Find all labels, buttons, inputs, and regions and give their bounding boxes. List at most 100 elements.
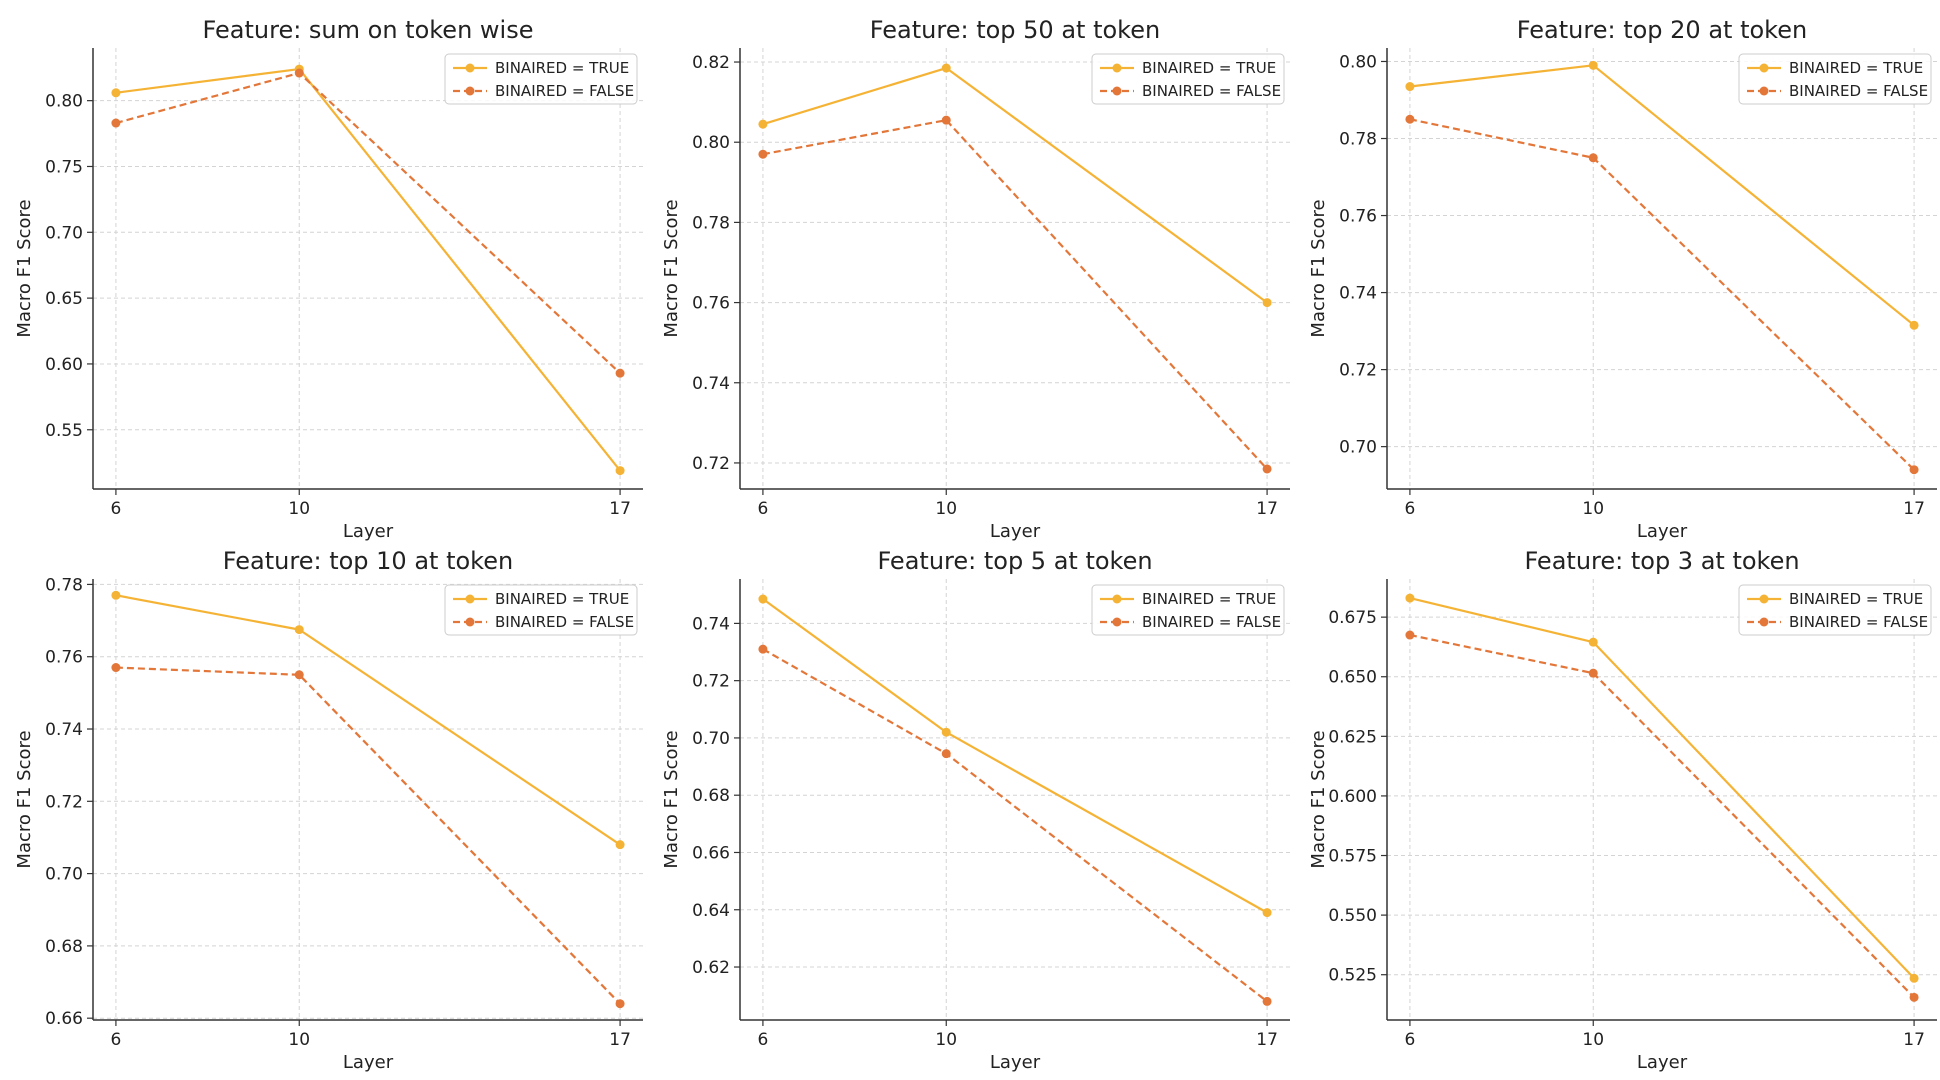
chart-panel: 0.66 0.68 0.70 0.72 0.74 0.76 0.78 6 10 17 Feature… <box>14 547 643 1073</box>
y-tick-label: 0.78 <box>1339 130 1377 150</box>
data-point <box>111 590 121 600</box>
y-tick-label: 0.675 <box>1328 608 1377 628</box>
chart-title: Feature: top 5 at token <box>877 547 1152 575</box>
y-tick-label: 0.82 <box>692 53 730 73</box>
y-tick-label: 0.72 <box>45 792 83 812</box>
data-point <box>941 115 951 125</box>
data-point <box>615 999 625 1009</box>
y-tick-label: 0.68 <box>45 937 83 957</box>
legend-label: BINAIRED = TRUE <box>1789 59 1923 77</box>
y-tick-label: 0.60 <box>45 355 83 375</box>
y-tick-label: 0.80 <box>692 133 730 153</box>
y-tick-label: 0.80 <box>1339 52 1377 72</box>
legend-box <box>444 584 638 636</box>
legend-swatch-marker <box>1112 63 1122 73</box>
y-tick-label: 0.75 <box>45 157 83 177</box>
y-tick-label: 0.74 <box>45 720 83 740</box>
y-tick-label: 0.72 <box>1339 361 1377 381</box>
data-point <box>1405 114 1415 124</box>
legend-label: BINAIRED = FALSE <box>1142 82 1281 100</box>
y-tick-label: 0.76 <box>45 648 83 668</box>
x-tick-label: 17 <box>609 499 631 519</box>
y-tick-label: 0.550 <box>1328 906 1377 926</box>
legend-box <box>1091 584 1285 636</box>
y-tick-label: 0.68 <box>692 786 730 806</box>
chart-title: Feature: top 10 at token <box>223 547 513 575</box>
data-point <box>294 670 304 680</box>
legend-label: BINAIRED = FALSE <box>1142 613 1281 631</box>
x-axis-label: Layer <box>343 1052 394 1073</box>
x-tick-label: 17 <box>1256 499 1278 519</box>
x-tick-label: 6 <box>111 1030 122 1050</box>
x-axis-label: Layer <box>1637 1052 1688 1073</box>
data-point <box>1588 153 1598 163</box>
data-point <box>1262 464 1272 474</box>
legend-label: BINAIRED = FALSE <box>1789 613 1928 631</box>
series-line <box>762 598 1268 914</box>
data-point <box>758 594 768 604</box>
data-point <box>1405 82 1415 92</box>
x-tick-label: 6 <box>1405 1030 1416 1050</box>
legend-box <box>1091 53 1285 105</box>
y-tick-label: 0.80 <box>45 92 83 112</box>
y-axis-label: Macro F1 Score <box>1308 730 1329 868</box>
chart-panel: 0.525 0.550 0.575 0.600 0.625 0.650 0.675 6 10 17… <box>1308 547 1937 1073</box>
data-point <box>1909 992 1919 1002</box>
legend-swatch-marker <box>465 86 475 96</box>
y-axis-label: Macro F1 Score <box>661 199 682 337</box>
legend: BINAIRED = TRUE BINAIRED = FALSE <box>1091 584 1285 636</box>
data-point <box>1262 298 1272 308</box>
series-line <box>1409 597 1915 980</box>
data-point <box>111 663 121 673</box>
x-tick-label: 17 <box>1903 1030 1925 1050</box>
legend: BINAIRED = TRUE BINAIRED = FALSE <box>444 584 638 636</box>
data-point <box>294 625 304 635</box>
data-point <box>758 119 768 129</box>
data-point <box>941 63 951 73</box>
y-axis-label: Macro F1 Score <box>661 730 682 868</box>
y-tick-label: 0.74 <box>692 614 730 634</box>
y-tick-label: 0.70 <box>692 729 730 749</box>
legend-label: BINAIRED = FALSE <box>1789 82 1928 100</box>
series-line <box>115 666 621 1005</box>
x-tick-label: 6 <box>1405 499 1416 519</box>
legend-swatch-marker <box>1759 86 1769 96</box>
x-tick-label: 10 <box>935 499 957 519</box>
legend-label: BINAIRED = TRUE <box>1142 59 1276 77</box>
chart-title: Feature: sum on token wise <box>203 16 534 44</box>
chart-title: Feature: top 3 at token <box>1524 547 1799 575</box>
legend-swatch-marker <box>465 617 475 627</box>
data-point <box>111 88 121 98</box>
x-tick-label: 17 <box>609 1030 631 1050</box>
y-tick-label: 0.66 <box>45 1009 83 1029</box>
x-axis-label: Layer <box>1637 521 1688 542</box>
x-tick-label: 6 <box>111 499 122 519</box>
data-point <box>111 118 121 128</box>
y-tick-label: 0.76 <box>1339 207 1377 227</box>
y-tick-label: 0.74 <box>692 374 730 394</box>
data-point <box>294 68 304 78</box>
data-point <box>1909 320 1919 330</box>
y-tick-label: 0.64 <box>692 901 730 921</box>
x-axis-label: Layer <box>990 1052 1041 1073</box>
y-axis-label: Macro F1 Score <box>1308 199 1329 337</box>
series-line <box>762 119 1268 470</box>
legend-label: BINAIRED = FALSE <box>495 82 634 100</box>
y-tick-label: 0.70 <box>45 223 83 243</box>
y-tick-label: 0.76 <box>692 294 730 314</box>
y-tick-label: 0.575 <box>1328 847 1377 867</box>
x-tick-label: 17 <box>1903 499 1925 519</box>
data-point <box>941 727 951 737</box>
legend-label: BINAIRED = TRUE <box>495 590 629 608</box>
data-point <box>615 368 625 378</box>
legend-swatch-marker <box>1759 617 1769 627</box>
data-point <box>1405 630 1415 640</box>
chart-title: Feature: top 20 at token <box>1517 16 1807 44</box>
y-tick-label: 0.72 <box>692 454 730 474</box>
x-tick-label: 10 <box>288 499 310 519</box>
legend-swatch-marker <box>1112 617 1122 627</box>
x-tick-label: 17 <box>1256 1030 1278 1050</box>
data-point <box>615 466 625 476</box>
series-line <box>762 648 1268 1003</box>
